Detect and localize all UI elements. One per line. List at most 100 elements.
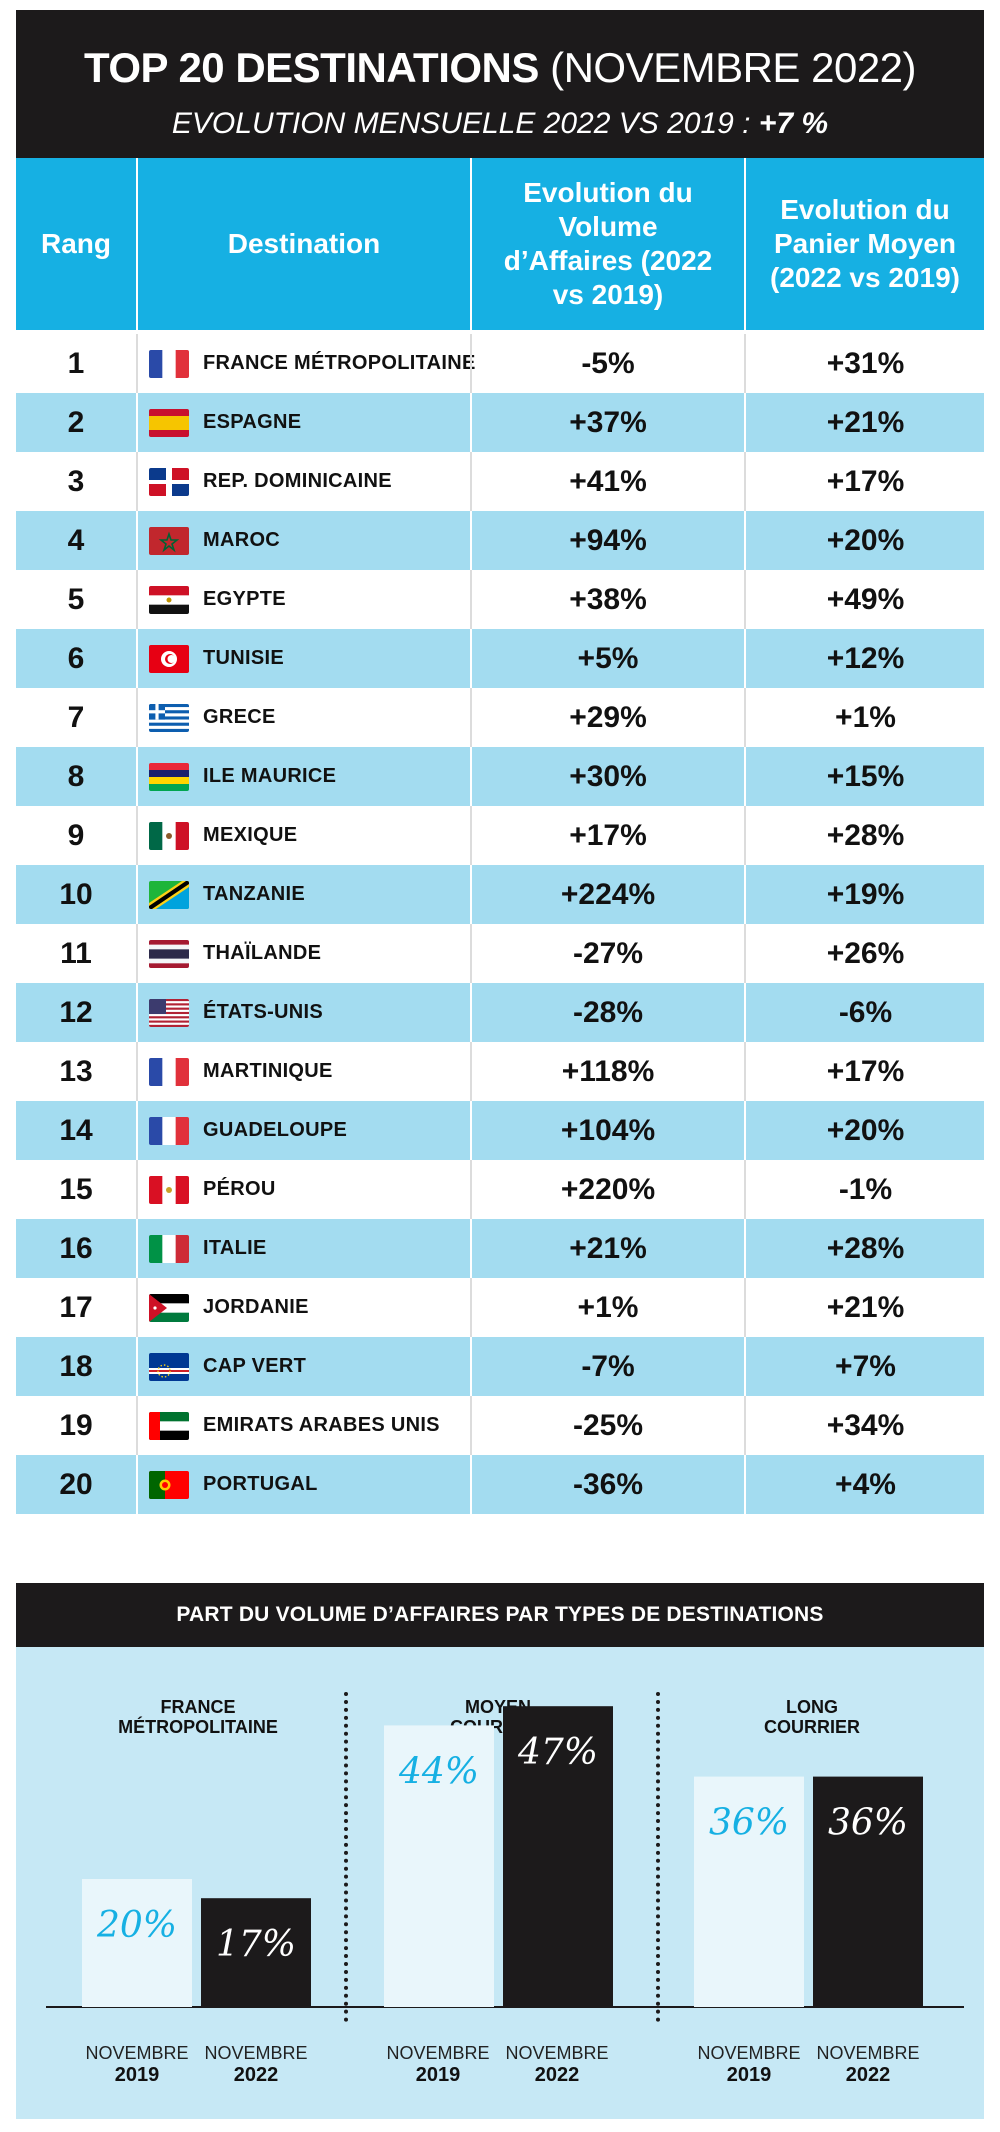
rank-cell: 4 bbox=[67, 523, 85, 557]
x-label-year: 2022 bbox=[845, 2064, 891, 2086]
volume-cell: +224% bbox=[560, 877, 656, 911]
column-header-panier: Evolution du Panier Moyen (2022 vs 2019) bbox=[770, 194, 960, 293]
destination-name: TUNISIE bbox=[203, 647, 284, 669]
volume-cell: +104% bbox=[560, 1113, 656, 1147]
column-divider bbox=[744, 452, 746, 511]
title-light: (NOVEMBRE 2022) bbox=[550, 44, 917, 91]
column-divider bbox=[136, 629, 138, 688]
table-row: 8 ILE MAURICE +30% +15% bbox=[16, 747, 984, 806]
destination-cell: ITALIE bbox=[149, 1219, 479, 1278]
column-divider bbox=[136, 334, 138, 393]
x-label-year: 2022 bbox=[233, 2064, 279, 2086]
france-flag-icon bbox=[149, 349, 189, 378]
destination-name: MAROC bbox=[203, 529, 281, 551]
volume-cell: +5% bbox=[577, 641, 639, 675]
destination-cell: CAP VERT bbox=[149, 1337, 479, 1396]
column-divider bbox=[744, 865, 746, 924]
destination-name: CAP VERT bbox=[203, 1355, 307, 1377]
rank-cell: 17 bbox=[59, 1290, 93, 1324]
column-divider bbox=[470, 1101, 472, 1160]
italy-flag-icon bbox=[149, 1234, 189, 1263]
table-row: 10 TANZANIE +224% +19% bbox=[16, 865, 984, 924]
x-label-year: 2019 bbox=[726, 2064, 772, 2086]
column-divider bbox=[470, 1278, 472, 1337]
destination-cell: THAÏLANDE bbox=[149, 924, 479, 983]
destination-name: PÉROU bbox=[203, 1178, 276, 1200]
table-body: 1 FRANCE MÉTROPOLITAINE -5% +31% 2 ESPAGNE +37… bbox=[16, 334, 984, 1514]
rank-cell: 20 bbox=[59, 1467, 93, 1501]
rank-cell: 13 bbox=[59, 1054, 93, 1088]
column-divider bbox=[136, 983, 138, 1042]
uae-flag-icon bbox=[149, 1411, 189, 1440]
column-divider bbox=[470, 747, 472, 806]
rank-cell: 10 bbox=[59, 877, 93, 911]
tunisia-flag-icon bbox=[149, 644, 189, 673]
panier-cell: +20% bbox=[826, 1113, 905, 1147]
group-title-line: LONG bbox=[786, 1697, 838, 1717]
column-divider bbox=[744, 1337, 746, 1396]
bar bbox=[813, 1776, 923, 2007]
x-label-france-2022: NOVEMBRE 2022 bbox=[196, 2042, 316, 2086]
column-divider bbox=[744, 570, 746, 629]
peru-flag-icon bbox=[149, 1175, 189, 1204]
column-divider bbox=[744, 1219, 746, 1278]
destination-name: MARTINIQUE bbox=[203, 1060, 333, 1082]
rank-cell: 1 bbox=[67, 346, 85, 380]
rank-cell: 2 bbox=[67, 405, 85, 439]
volume-cell: +41% bbox=[569, 464, 647, 498]
thailand-flag-icon bbox=[149, 939, 189, 968]
x-label-month: NOVEMBRE bbox=[204, 2043, 308, 2063]
table-row: 14 GUADELOUPE +104% +20% bbox=[16, 1101, 984, 1160]
column-divider bbox=[470, 452, 472, 511]
page-title: TOP 20 DESTINATIONS (NOVEMBRE 2022) bbox=[16, 44, 984, 92]
rank-cell: 12 bbox=[59, 995, 93, 1029]
column-divider bbox=[136, 1337, 138, 1396]
column-divider bbox=[136, 452, 138, 511]
bar bbox=[694, 1776, 804, 2007]
column-divider bbox=[470, 865, 472, 924]
table-row: 6 TUNISIE +5% +12% bbox=[16, 629, 984, 688]
column-divider bbox=[744, 511, 746, 570]
table-row: 9 MEXIQUE +17% +28% bbox=[16, 806, 984, 865]
destination-cell: GRECE bbox=[149, 688, 479, 747]
panier-cell: +31% bbox=[826, 346, 905, 380]
column-divider bbox=[136, 865, 138, 924]
destination-name: GRECE bbox=[203, 706, 276, 728]
column-divider bbox=[136, 1219, 138, 1278]
egypt-flag-icon bbox=[149, 585, 189, 614]
table-row: 11 THAÏLANDE -27% +26% bbox=[16, 924, 984, 983]
bar-chart: 20% 17% 44% 47% 36% 36% bbox=[46, 1706, 964, 2008]
table-row: 3 REP. DOMINICAINE +41% +17% bbox=[16, 452, 984, 511]
volume-cell: -7% bbox=[581, 1349, 635, 1383]
bar bbox=[82, 1879, 192, 2007]
rank-cell: 16 bbox=[59, 1231, 93, 1265]
group-title-line: MÉTROPOLITAINE bbox=[118, 1717, 278, 1737]
table-row: 16 ITALIE +21% +28% bbox=[16, 1219, 984, 1278]
table-row: 17 JORDANIE +1% +21% bbox=[16, 1278, 984, 1337]
column-divider bbox=[744, 1042, 746, 1101]
column-divider bbox=[744, 629, 746, 688]
rank-cell: 9 bbox=[67, 818, 85, 852]
column-divider bbox=[136, 1101, 138, 1160]
column-divider bbox=[470, 1337, 472, 1396]
panier-cell: +28% bbox=[826, 818, 905, 852]
rank-cell: 14 bbox=[59, 1113, 93, 1147]
column-divider bbox=[744, 1160, 746, 1219]
rank-cell: 6 bbox=[67, 641, 85, 675]
panier-cell: +49% bbox=[826, 582, 905, 616]
volume-cell: +94% bbox=[569, 523, 647, 557]
table-row: 4 MAROC +94% +20% bbox=[16, 511, 984, 570]
morocco-flag-icon bbox=[149, 526, 189, 555]
table-row: 5 EGYPTE +38% +49% bbox=[16, 570, 984, 629]
column-divider bbox=[470, 570, 472, 629]
france-flag-icon bbox=[149, 1057, 189, 1086]
x-label-year: 2022 bbox=[534, 2064, 580, 2086]
dominican-flag-icon bbox=[149, 467, 189, 496]
destination-cell: REP. DOMINICAINE bbox=[149, 452, 479, 511]
destination-name: THAÏLANDE bbox=[203, 942, 322, 964]
table-row: 18 CAP VERT -7% +7% bbox=[16, 1337, 984, 1396]
column-divider bbox=[136, 1278, 138, 1337]
volume-cell: +17% bbox=[569, 818, 647, 852]
dotted-divider bbox=[656, 1692, 660, 2022]
x-label-year: 2019 bbox=[114, 2064, 160, 2086]
